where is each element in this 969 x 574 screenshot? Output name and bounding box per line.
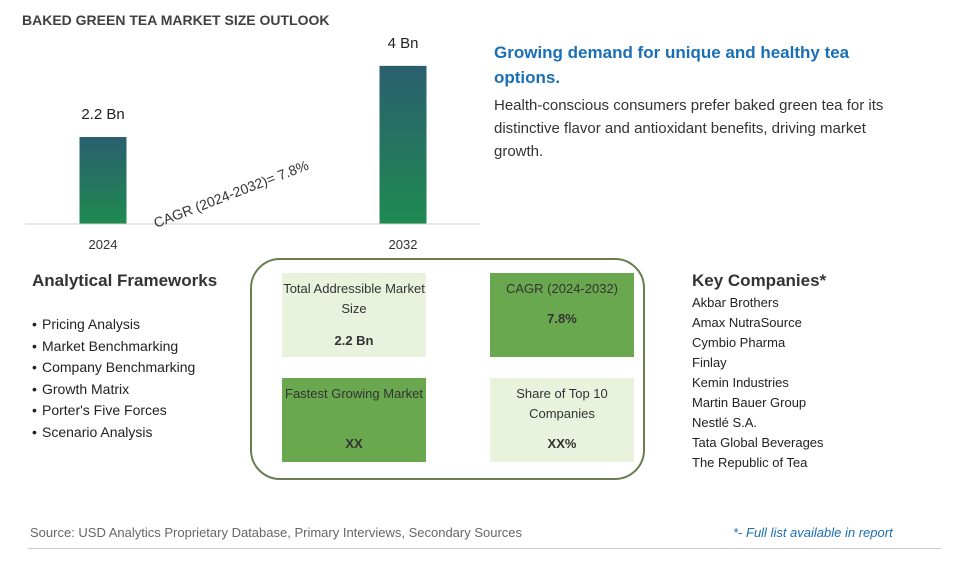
headline: Growing demand for unique and healthy te… — [494, 43, 850, 87]
fastest-growing-label: Fastest Growing Market — [285, 386, 423, 401]
cagr-label: CAGR (2024-2032) — [506, 281, 618, 296]
list-item: Amax NutraSource — [692, 315, 802, 330]
list-item: Kemin Industries — [692, 375, 789, 390]
bar-2032 — [379, 65, 427, 224]
list-item: Nestlé S.A. — [692, 415, 758, 430]
full-list-note: *- Full list available in report — [733, 525, 893, 540]
top10-share-card: Share of Top 10 Companies XX% — [490, 378, 634, 462]
list-item: Growth Matrix — [32, 379, 195, 401]
list-item: Scenario Analysis — [32, 422, 195, 444]
data-label-2032: 4 Bn — [388, 35, 419, 52]
list-item: The Republic of Tea — [692, 455, 808, 470]
description: Health-conscious consumers prefer baked … — [494, 97, 884, 160]
frameworks-list: Pricing Analysis Market Benchmarking Com… — [32, 314, 195, 443]
summary-panel: Total Addressible Market Size 2.2 Bn CAG… — [250, 258, 645, 480]
bottom-divider — [28, 548, 941, 549]
list-item: Company Benchmarking — [32, 357, 195, 379]
list-item: Finlay — [692, 355, 727, 370]
cagr-annotation: CAGR (2024-2032)= 7.8% — [151, 157, 310, 231]
source-note: Source: USD Analytics Proprietary Databa… — [30, 525, 523, 540]
fastest-growing-card: Fastest Growing Market XX — [282, 378, 426, 462]
list-item: Tata Global Beverages — [692, 435, 824, 450]
top10-share-label: Share of Top 10 Companies — [516, 386, 608, 421]
bar-2024 — [79, 137, 127, 224]
x-tick-label-2032: 2032 — [389, 237, 418, 252]
list-item: Akbar Brothers — [692, 295, 779, 310]
list-item: Pricing Analysis — [32, 314, 195, 336]
fastest-growing-value: XX — [345, 436, 363, 451]
cagr-card: CAGR (2024-2032) 7.8% — [490, 273, 634, 357]
tam-label: Total Addressible Market Size — [283, 281, 425, 316]
data-label-2024: 2.2 Bn — [81, 106, 124, 123]
list-item: Martin Bauer Group — [692, 395, 807, 410]
top10-share-value: XX% — [547, 436, 577, 451]
key-companies-title: Key Companies* — [692, 271, 827, 290]
key-companies-list: Akbar Brothers Amax NutraSource Cymbio P… — [692, 293, 824, 473]
market-size-chart: 2.2 Bn 2024 4 Bn 2032 CAGR (2024-2032)= 7.8… — [25, 35, 480, 252]
tam-card: Total Addressible Market Size 2.2 Bn — [282, 273, 426, 357]
list-item: Cymbio Pharma — [692, 335, 786, 350]
page-title: BAKED GREEN TEA MARKET SIZE OUTLOOK — [22, 12, 330, 28]
x-tick-label-2024: 2024 — [89, 237, 118, 252]
list-item: Market Benchmarking — [32, 336, 195, 358]
tam-value: 2.2 Bn — [334, 333, 374, 348]
cagr-value: 7.8% — [547, 311, 577, 326]
list-item: Porter's Five Forces — [32, 400, 195, 422]
frameworks-title: Analytical Frameworks — [32, 271, 218, 290]
